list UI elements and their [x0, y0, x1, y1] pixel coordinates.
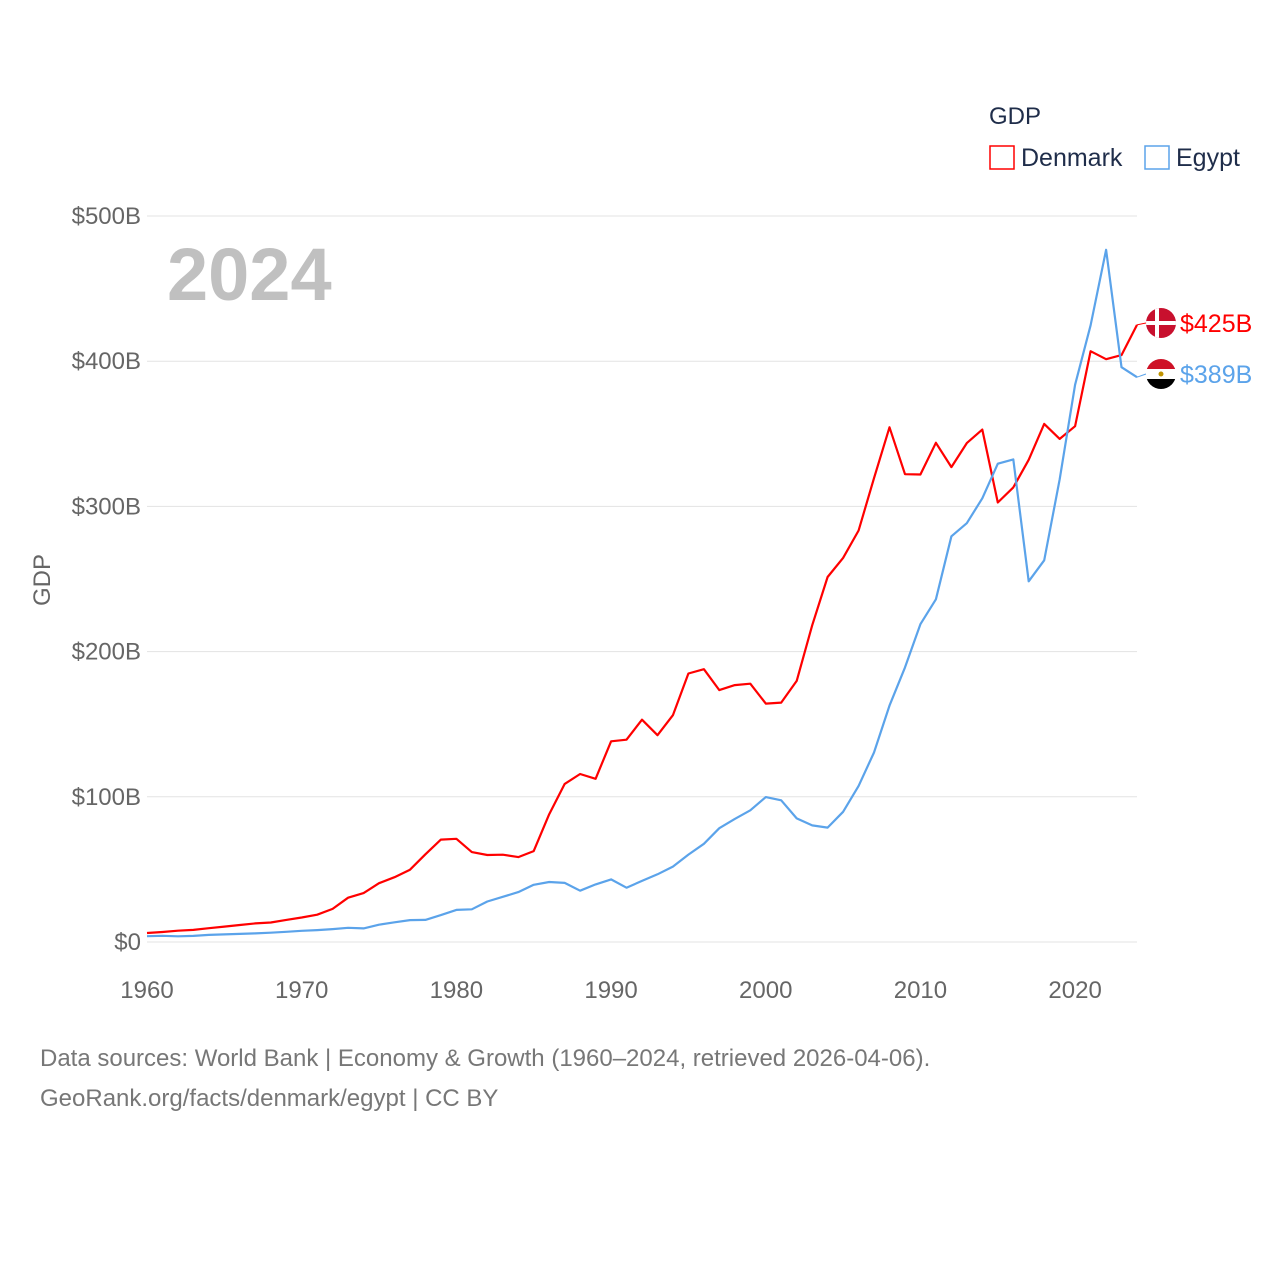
x-tick-label: 2000: [739, 977, 792, 1004]
legend-swatch-denmark: [989, 145, 1015, 170]
legend-label-denmark: Denmark: [1021, 144, 1123, 172]
y-axis-title: GDP: [29, 554, 56, 606]
gridlines: [147, 215, 1137, 943]
x-tick-label: 1980: [430, 977, 483, 1004]
y-tick-label: $200B: [72, 639, 141, 666]
end-labels: $425B $389B: [1136, 308, 1252, 389]
source-note: Data sources: World Bank | Economy & Gro…: [40, 1045, 931, 1072]
y-tick-label: $400B: [72, 348, 141, 375]
x-axis: 1960 1970 1980 1990 2000 2010 2020: [120, 977, 1102, 1004]
denmark-flag-icon: [1146, 308, 1176, 338]
x-tick-label: 1960: [120, 977, 173, 1004]
y-tick-label: $500B: [72, 203, 141, 230]
source-link[interactable]: GeoRank.org/facts/denmark/egypt | CC BY: [40, 1085, 499, 1112]
end-value-denmark: $425B: [1180, 310, 1252, 338]
y-axis: $0 $100B $200B $300B $400B $500B: [72, 203, 141, 956]
legend-title: GDP: [989, 103, 1041, 130]
egypt-flag-icon: [1146, 359, 1176, 389]
legend: GDP Denmark Egypt: [989, 103, 1240, 172]
x-tick-label: 1970: [275, 977, 328, 1004]
legend-label-egypt: Egypt: [1176, 144, 1240, 172]
series-lines: [146, 248, 1138, 938]
end-label-connector: [1136, 322, 1147, 326]
y-tick-label: $100B: [72, 784, 141, 811]
end-value-egypt: $389B: [1180, 361, 1252, 389]
series-line-denmark[interactable]: [146, 324, 1138, 935]
series-line-egypt[interactable]: [146, 248, 1138, 938]
year-label: 2024: [167, 233, 332, 316]
legend-item-denmark[interactable]: Denmark: [989, 144, 1123, 172]
y-tick-label: $300B: [72, 493, 141, 520]
y-tick-label: $0: [114, 929, 141, 956]
legend-swatch-egypt: [1144, 145, 1170, 170]
end-label-connector: [1136, 373, 1147, 378]
x-tick-label: 2020: [1048, 977, 1101, 1004]
x-tick-label: 1990: [584, 977, 637, 1004]
legend-item-egypt[interactable]: Egypt: [1144, 144, 1240, 172]
x-tick-label: 2010: [894, 977, 947, 1004]
